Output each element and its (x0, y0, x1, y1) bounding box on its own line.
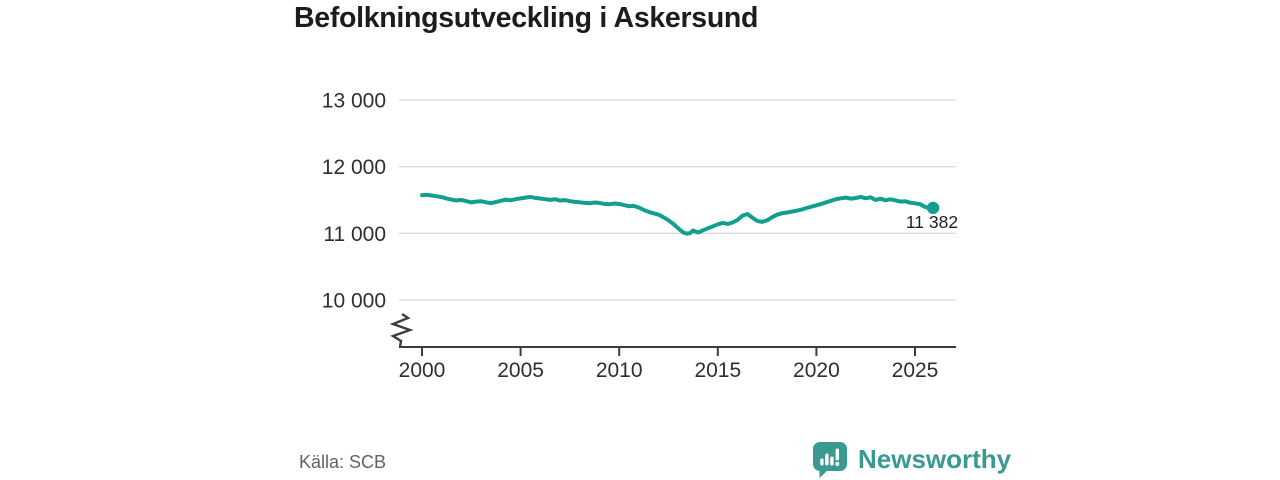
last-value-dot (926, 201, 940, 215)
x-axis-tick-label: 2010 (596, 359, 643, 382)
x-axis: 2000 2005 2010 2015 2020 2025 (389, 313, 956, 382)
line-series-path (420, 192, 936, 236)
last-value-label: 11 382 (906, 212, 958, 232)
x-axis-tick-label: 2020 (793, 359, 840, 382)
y-axis-tick-label: 10 000 (322, 290, 386, 313)
x-axis-tick-label: 2000 (399, 359, 446, 382)
population-line-series: 11 382 (420, 192, 958, 236)
source-note: Källa: SCB (299, 452, 387, 472)
newsworthy-logo: Newsworthy (811, 440, 1011, 478)
x-axis-tick-label: 2015 (694, 359, 741, 382)
newsworthy-wordmark: Newsworthy (858, 444, 1012, 474)
y-axis-tick-label: 12 000 (322, 156, 386, 179)
y-axis-tick-label: 13 000 (322, 90, 386, 113)
bar-chart-glyph (820, 448, 840, 466)
x-axis-tick-label: 2025 (892, 359, 939, 382)
newsworthy-logo-icon (813, 442, 847, 478)
x-axis-tick-label: 2005 (497, 359, 544, 382)
speech-bubble-shape (813, 442, 847, 478)
y-axis-tick-label: 11 000 (323, 223, 386, 246)
y-axis-break-icon (389, 313, 414, 348)
chart-title: Befolkningsutveckling i Askersund (294, 2, 759, 34)
y-gridlines-and-labels: 13 000 12 000 11 000 10 000 (322, 90, 956, 313)
